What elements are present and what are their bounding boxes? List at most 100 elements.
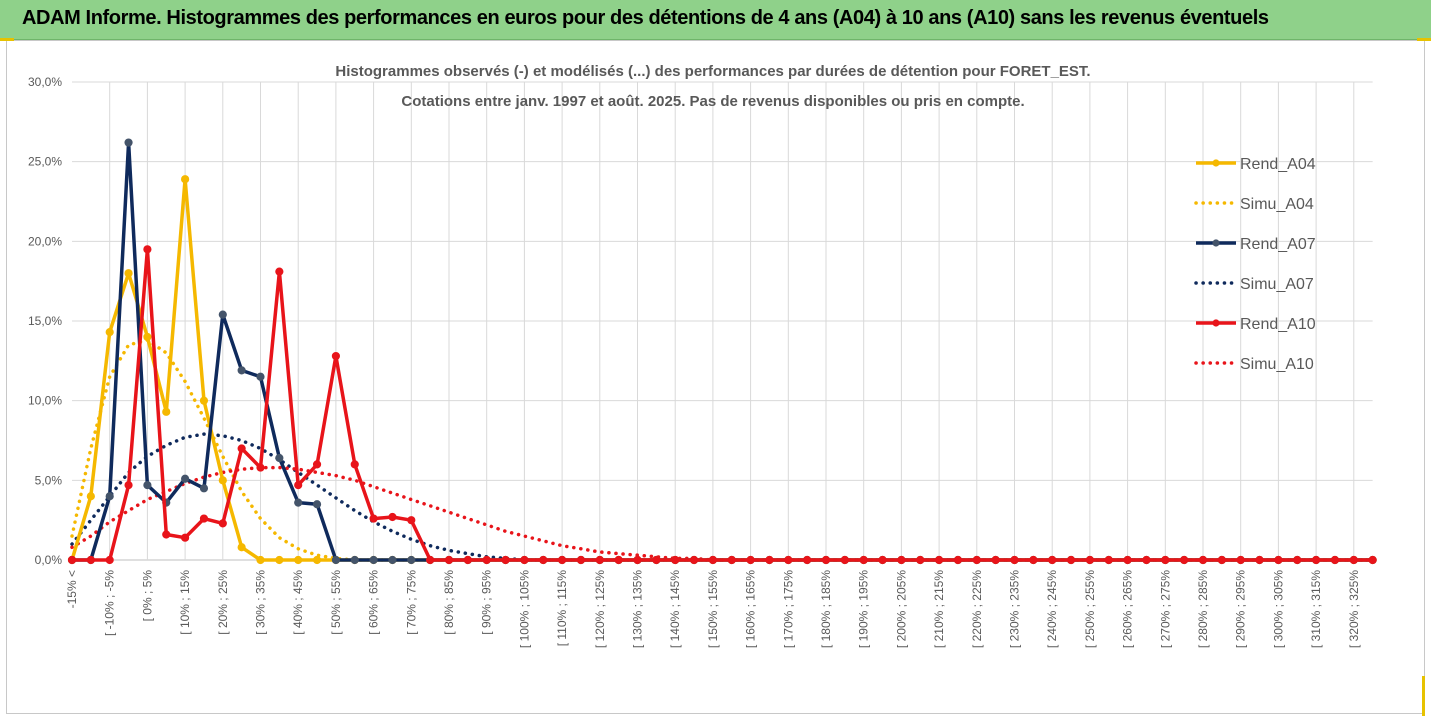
legend-entry: Simu_A10 — [1194, 356, 1314, 373]
legend-label: Rend_A07 — [1240, 236, 1316, 253]
data-point — [539, 555, 548, 565]
x-tick-label: [ 250% ; 255% — [1083, 570, 1097, 648]
data-point — [237, 444, 246, 453]
x-tick-label: [ 130% ; 135% — [631, 570, 645, 648]
data-point — [218, 519, 227, 528]
x-tick-label: [ 290% ; 295% — [1234, 570, 1248, 648]
x-tick-label: [ 40% ; 45% — [291, 570, 305, 635]
data-point — [576, 555, 586, 565]
data-point — [558, 555, 567, 565]
data-point — [765, 555, 774, 565]
series-Rend_A10 — [67, 245, 1377, 565]
series-line — [72, 140, 1373, 562]
x-tick-label: [ 280% ; 285% — [1196, 570, 1210, 648]
report-banner: ADAM Informe. Histogrammes des performan… — [0, 0, 1431, 40]
data-point — [1161, 555, 1170, 565]
data-point — [312, 500, 322, 509]
series-Rend_A07 — [67, 138, 1377, 565]
legend-label: Simu_A10 — [1240, 356, 1314, 373]
data-point — [953, 555, 963, 565]
data-point — [143, 481, 152, 490]
x-tick-label: [ 10% ; 15% — [178, 570, 192, 635]
data-point — [840, 555, 849, 565]
series-Simu_A07 — [70, 432, 1375, 562]
data-point — [708, 555, 718, 565]
data-point — [991, 555, 1000, 565]
data-point — [388, 555, 397, 565]
data-point — [652, 555, 661, 565]
x-tick-label: [ 90% ; 95% — [480, 570, 494, 635]
legend-entry: Rend_A04 — [1196, 156, 1316, 173]
x-tick-label: [ 200% ; 205% — [894, 570, 908, 648]
data-point — [1198, 555, 1208, 565]
series-line — [72, 247, 1373, 562]
data-point — [916, 555, 925, 565]
data-point — [162, 407, 171, 416]
y-tick-label: 15,0% — [28, 314, 62, 328]
x-tick-label: [ 80% ; 85% — [442, 570, 456, 635]
data-point — [1085, 555, 1095, 565]
data-point — [275, 267, 284, 276]
legend-entry: Simu_A07 — [1194, 276, 1314, 293]
x-tick-label: [ 140% ; 145% — [668, 570, 682, 648]
x-tick-label: [ 320% ; 325% — [1347, 570, 1361, 648]
data-point — [124, 481, 133, 490]
x-tick-label: [ 310% ; 315% — [1309, 570, 1323, 648]
data-point — [633, 555, 642, 565]
data-point — [105, 555, 114, 565]
data-point — [501, 555, 510, 565]
series-line — [70, 338, 1375, 562]
data-point — [124, 269, 133, 278]
legend-label: Rend_A10 — [1240, 316, 1316, 333]
data-point — [821, 555, 831, 565]
data-point — [1104, 555, 1113, 565]
data-point — [1180, 555, 1189, 565]
y-tick-label: 10,0% — [28, 394, 62, 408]
data-point — [746, 555, 755, 565]
data-point — [1349, 555, 1358, 565]
data-point — [426, 555, 435, 565]
chart-frame — [6, 40, 1425, 714]
data-point — [86, 555, 95, 565]
data-point — [463, 555, 472, 565]
x-tick-label: [ 240% ; 245% — [1045, 570, 1059, 648]
series-line — [70, 465, 1375, 562]
data-point — [256, 372, 265, 381]
data-point — [237, 543, 246, 552]
data-point — [256, 463, 265, 472]
data-point — [803, 555, 812, 565]
y-tick-label: 20,0% — [28, 234, 62, 248]
data-point — [482, 555, 491, 565]
data-point — [181, 175, 190, 184]
data-point — [105, 492, 114, 501]
data-point — [1029, 555, 1038, 565]
series-line — [70, 432, 1375, 562]
data-point — [1255, 555, 1264, 565]
x-tick-label: [ 190% ; 195% — [857, 570, 871, 648]
x-tick-label: [ 220% ; 225% — [970, 570, 984, 648]
data-point — [143, 245, 152, 254]
series-layer — [67, 138, 1377, 565]
data-point — [935, 555, 944, 565]
data-point — [1142, 555, 1151, 565]
data-point — [1293, 555, 1302, 565]
data-point — [275, 555, 284, 565]
data-point — [595, 555, 604, 565]
data-point — [1066, 555, 1076, 565]
data-point — [614, 555, 623, 565]
x-tick-label: [ 270% ; 275% — [1158, 570, 1172, 648]
frame-corner-mark — [1422, 676, 1425, 716]
x-tick-label: -15% < — [65, 570, 79, 608]
data-point — [1123, 555, 1132, 565]
x-axis: -15% < [ -10% ; -5% [ 0% ; 5% [ 10% ; 15% [ … — [65, 570, 1361, 648]
x-tick-label: [ 160% ; 165% — [744, 570, 758, 648]
data-point — [67, 555, 77, 565]
data-point — [407, 516, 416, 525]
data-point — [689, 555, 699, 565]
y-tick-label: 5,0% — [35, 473, 63, 487]
data-point — [162, 530, 171, 539]
data-point — [897, 555, 906, 565]
x-tick-label: [ 60% ; 65% — [367, 570, 381, 635]
y-tick-label: 25,0% — [28, 155, 62, 169]
